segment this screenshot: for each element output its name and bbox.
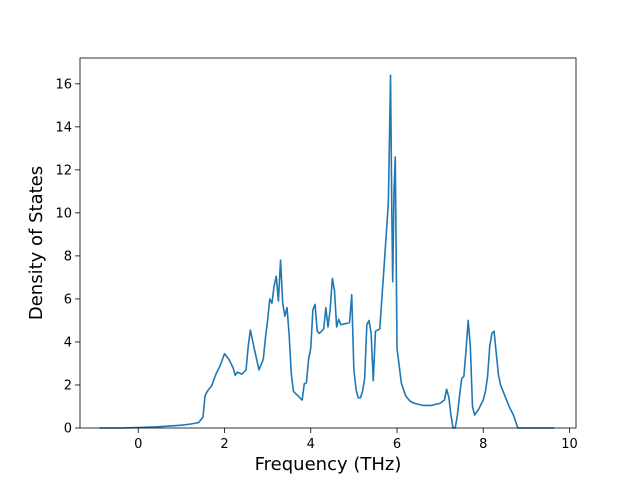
- y-tick-label: 8: [64, 249, 72, 264]
- y-axis-ticks: 0 2 4 6 8 10 12 14 16: [55, 77, 80, 437]
- x-axis-ticks: 0 2 4 6 8 10: [134, 428, 578, 452]
- y-tick-label: 16: [55, 77, 72, 92]
- x-tick-label: 4: [307, 437, 315, 452]
- x-tick-label: 0: [134, 437, 142, 452]
- x-axis-label: Frequency (THz): [255, 454, 402, 475]
- y-tick-label: 14: [55, 120, 72, 135]
- y-axis-label: Density of States: [26, 166, 47, 320]
- series-line: [99, 74, 555, 429]
- x-tick-label: 6: [393, 437, 401, 452]
- y-tick-label: 12: [55, 163, 72, 178]
- y-tick-label: 2: [64, 378, 72, 393]
- y-tick-label: 0: [64, 422, 72, 437]
- y-tick-label: 10: [55, 206, 72, 221]
- y-tick-label: 4: [64, 335, 72, 350]
- x-tick-label: 2: [220, 437, 228, 452]
- x-tick-label: 8: [479, 437, 487, 452]
- plot-frame: [79, 57, 577, 429]
- x-tick-label: 10: [561, 437, 578, 452]
- y-tick-label: 6: [64, 292, 72, 307]
